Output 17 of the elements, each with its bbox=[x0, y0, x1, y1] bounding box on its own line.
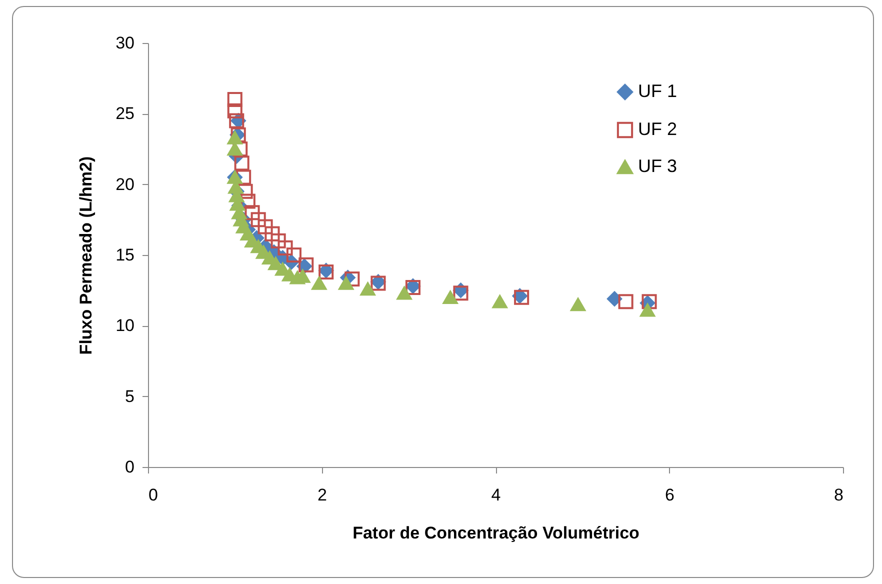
y-tick-label: 25 bbox=[116, 104, 134, 124]
y-tick-label: 20 bbox=[116, 174, 134, 194]
y-tick-label: 0 bbox=[125, 458, 134, 476]
y-tick-label: 5 bbox=[125, 386, 134, 406]
y-tick-label: 30 bbox=[116, 34, 134, 52]
x-tick-label: 4 bbox=[491, 486, 501, 504]
legend-label: UF 1 bbox=[638, 81, 678, 101]
legend-label: UF 3 bbox=[638, 156, 678, 176]
y-tick-label: 15 bbox=[116, 246, 134, 264]
x-axis-title: Fator de Concentração Volumétrico bbox=[352, 524, 640, 542]
x-tick-label: 6 bbox=[665, 486, 674, 504]
y-axis-title: Fluxo Permeado (L/hm2) bbox=[76, 156, 96, 355]
x-tick-label: 2 bbox=[318, 486, 327, 504]
legend-label: UF 2 bbox=[638, 119, 678, 139]
x-tick-label: 8 bbox=[834, 486, 844, 504]
x-tick-label: 0 bbox=[148, 486, 158, 504]
y-tick-label: 10 bbox=[116, 316, 134, 336]
